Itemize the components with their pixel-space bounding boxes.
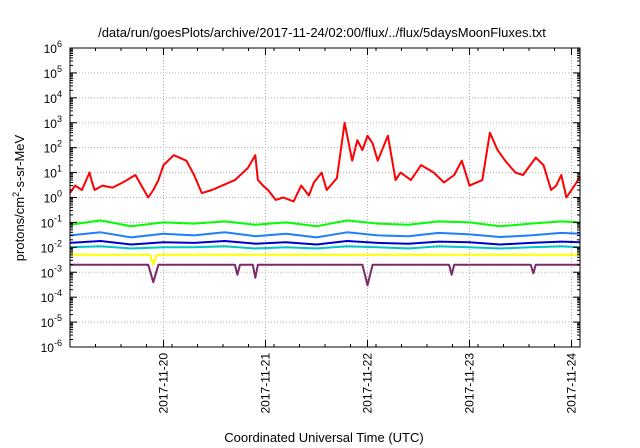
y-tick-label-exponent: -2 — [54, 238, 62, 248]
y-tick-label: 10-6 — [41, 338, 62, 355]
y-tick-label-exponent: 2 — [57, 139, 62, 149]
series-line — [70, 253, 580, 266]
y-tick-label-base: 10 — [41, 341, 55, 355]
x-tick-label: 2017-11-24 — [565, 353, 579, 414]
y-tick-label-exponent: -3 — [54, 263, 62, 273]
y-tick-label-base: 10 — [41, 216, 55, 230]
y-tick-label-base: 10 — [44, 67, 58, 81]
y-tick-label-base: 10 — [44, 192, 58, 206]
y-tick-label-base: 10 — [41, 291, 55, 305]
y-tick-label: 105 — [44, 64, 62, 81]
x-tick-label: 2017-11-22 — [361, 353, 375, 414]
series-group — [69, 121, 581, 287]
y-tick-label-exponent: 3 — [57, 114, 62, 124]
y-tick-label: 10-2 — [41, 238, 62, 255]
y-tick-label-base: 10 — [44, 42, 58, 56]
y-axis-label-sup: 2 — [11, 192, 21, 197]
y-tick-label: 10-4 — [41, 288, 62, 305]
series-line — [69, 245, 581, 250]
y-tick-label-exponent: -4 — [54, 288, 62, 298]
ticks: 10-610-510-410-310-210-11001011021031041… — [41, 39, 581, 414]
series-line — [69, 231, 581, 239]
y-tick-label-exponent: -1 — [54, 213, 62, 223]
y-axis-label-rest: -s-sr-MeV — [12, 134, 27, 191]
x-tick-label: 2017-11-23 — [463, 353, 477, 414]
series-line — [70, 263, 580, 287]
y-tick-label: 103 — [44, 114, 62, 131]
y-tick-label-exponent: -5 — [54, 313, 62, 323]
y-tick-label: 104 — [44, 89, 62, 106]
y-tick-label-exponent: 5 — [57, 64, 62, 74]
x-tick-label: 2017-11-21 — [259, 353, 273, 414]
x-axis-label: Coordinated Universal Time (UTC) — [224, 430, 423, 445]
y-tick-label-exponent: 1 — [57, 164, 62, 174]
y-tick-label-base: 10 — [41, 316, 55, 330]
y-tick-label-base: 10 — [44, 92, 58, 106]
y-tick-label-base: 10 — [44, 167, 58, 181]
series-line — [69, 240, 581, 246]
y-tick-label-base: 10 — [44, 117, 58, 131]
y-tick-label: 102 — [44, 139, 62, 156]
series-line — [69, 121, 581, 203]
y-tick-label-exponent: 4 — [57, 89, 62, 99]
chart-title: /data/run/goesPlots/archive/2017-11-24/0… — [98, 25, 546, 40]
y-tick-label-base: 10 — [41, 241, 55, 255]
x-tick-label: 2017-11-20 — [157, 353, 171, 414]
y-tick-label: 10-1 — [41, 213, 62, 230]
y-tick-label: 100 — [44, 189, 62, 206]
y-tick-label: 10-3 — [41, 263, 62, 280]
y-tick-label: 101 — [44, 164, 62, 181]
y-tick-label-exponent: -6 — [54, 338, 62, 348]
y-tick-label: 106 — [44, 39, 62, 56]
y-tick-label-exponent: 6 — [57, 39, 62, 49]
series-line — [69, 219, 581, 228]
y-tick-label: 10-5 — [41, 313, 62, 330]
y-tick-label-base: 10 — [41, 266, 55, 280]
y-axis-label-base: protons/cm — [12, 197, 27, 261]
y-tick-label-base: 10 — [44, 142, 58, 156]
y-axis-label: protons/cm2-s-sr-MeV — [11, 134, 27, 261]
y-tick-label-exponent: 0 — [57, 189, 62, 199]
